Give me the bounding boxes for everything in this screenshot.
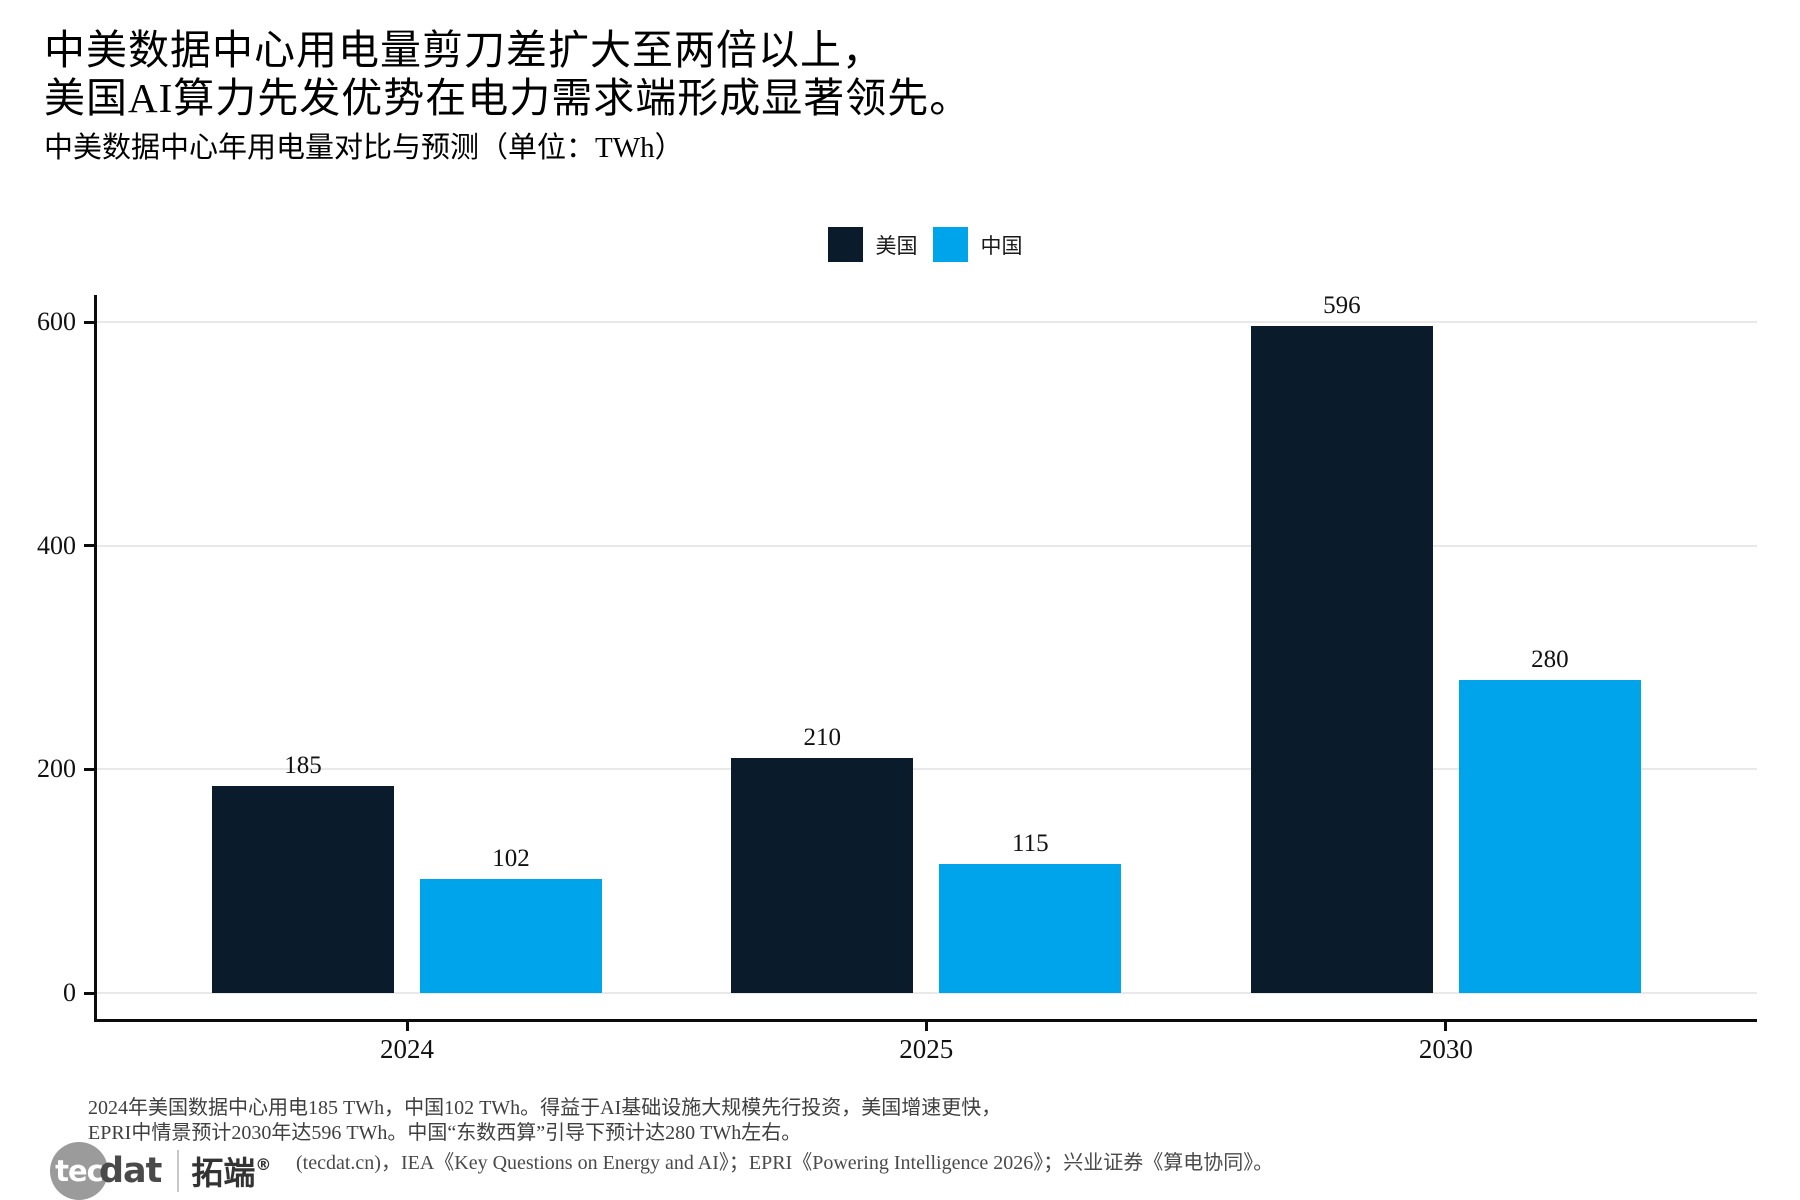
x-tick-2024 (405, 1022, 409, 1031)
x-tick-label-2025: 2025 (899, 1034, 954, 1064)
bar-label-cn-2024: 102 (492, 844, 530, 872)
legend-label-us: 美国 (875, 233, 918, 258)
chart-title-line1: 中美数据中心用电量剪刀差扩大至两倍以上， (44, 27, 884, 73)
logo-divider (177, 1150, 180, 1192)
bar-label-cn-2025: 115 (1012, 830, 1049, 858)
legend: 美国 中国 (95, 227, 1757, 262)
x-tick-label-2030: 2030 (1418, 1034, 1473, 1064)
y-tick-200 (84, 767, 95, 771)
tecdat-logo-chinese: 拓端® (191, 1154, 272, 1192)
legend-label-cn: 中国 (980, 233, 1023, 258)
registered-mark: ® (255, 1155, 272, 1174)
y-tick-label-0: 0 (63, 978, 76, 1007)
source-line: (tecdat.cn)，IEA《Key Questions on Energy … (296, 1152, 1274, 1174)
y-axis (94, 295, 97, 1022)
legend-swatch-us (827, 227, 863, 262)
bar-label-us-2030: 596 (1323, 292, 1361, 320)
footnote: 2024年美国数据中心用电185 TWh，中国102 TWh。得益于AI基础设施… (88, 1096, 1001, 1146)
bar-label-cn-2030: 280 (1531, 645, 1569, 673)
y-tick-600 (84, 320, 95, 324)
gridline-600 (95, 321, 1757, 323)
gridline-0 (95, 992, 1757, 994)
tecdat-logo-suffix: dat (99, 1151, 162, 1191)
footnote-line2: EPRI中情景预计2030年达596 TWh。中国“东数西算”引导下预计达280… (88, 1122, 802, 1144)
chart-header: 中美数据中心用电量剪刀差扩大至两倍以上， 美国AI算力先发优势在电力需求端形成显… (44, 26, 971, 166)
footnote-line1: 2024年美国数据中心用电185 TWh，中国102 TWh。得益于AI基础设施… (88, 1097, 1002, 1119)
y-tick-0 (84, 991, 95, 995)
x-tick-2025 (924, 1022, 928, 1031)
y-tick-label-400: 400 (37, 530, 76, 560)
bar-cn-2030 (1458, 679, 1641, 993)
legend-swatch-cn (932, 227, 968, 262)
y-tick-400 (84, 544, 95, 548)
chart-subtitle: 中美数据中心年用电量对比与预测（单位：TWh） (44, 132, 684, 164)
x-tick-2030 (1444, 1022, 1448, 1031)
gridline-200 (95, 768, 1757, 771)
bar-cn-2025 (939, 864, 1122, 993)
gridline-400 (95, 544, 1757, 547)
plot-area: 0 200 400 600 185 210 596 102 115 280 2024 2025 2030 (37, 292, 1757, 1064)
bar-cn-2024 (420, 878, 602, 993)
y-tick-label-600: 600 (37, 307, 76, 336)
bar-us-2024 (212, 786, 394, 993)
tecdat-logo: tec dat 拓端® (50, 1142, 271, 1200)
bar-us-2025 (731, 758, 914, 993)
bar-us-2030 (1250, 326, 1433, 993)
y-tick-label-200: 200 (37, 754, 76, 784)
x-axis (94, 1019, 1757, 1022)
bar-label-us-2024: 185 (284, 752, 322, 780)
chart-title-line2: 美国AI算力先发优势在电力需求端形成显著领先。 (44, 75, 972, 121)
tecdat-logo-circle: tec (50, 1142, 108, 1200)
bar-label-us-2025: 210 (803, 724, 842, 752)
x-tick-label-2024: 2024 (380, 1034, 434, 1064)
